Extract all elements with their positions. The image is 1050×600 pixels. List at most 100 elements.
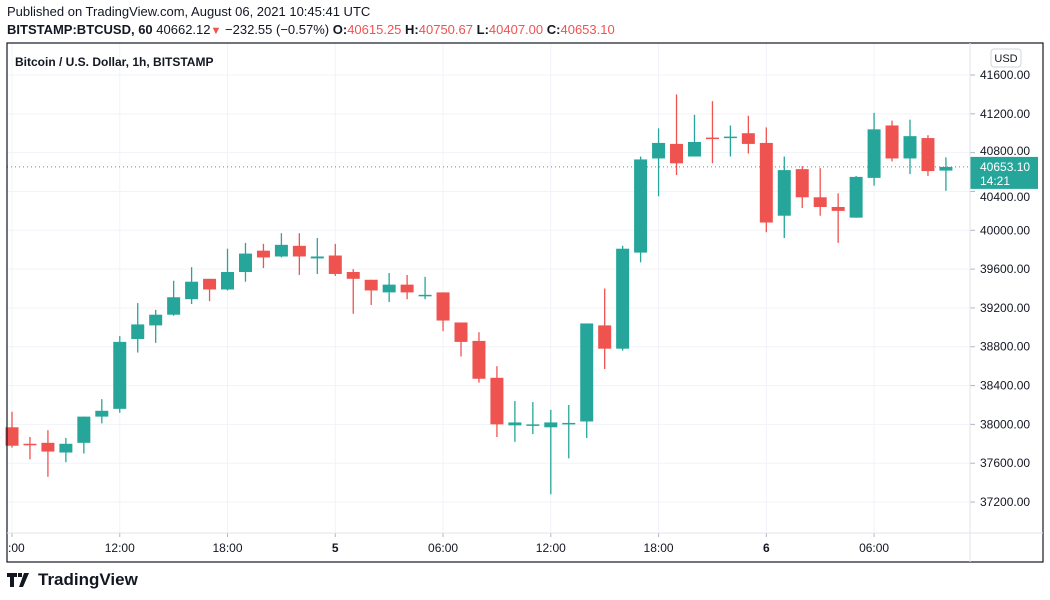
candle-body bbox=[813, 197, 827, 207]
candle-body bbox=[418, 294, 432, 297]
candle-body bbox=[652, 142, 666, 159]
candle bbox=[705, 101, 719, 164]
candle bbox=[849, 175, 863, 218]
symbol: BITSTAMP:BTCUSD, 60 bbox=[7, 22, 153, 37]
countdown-label: 14:21 bbox=[980, 174, 1010, 188]
candle-body bbox=[131, 324, 145, 339]
candle bbox=[939, 157, 953, 191]
time-tick-label: 12:00 bbox=[105, 541, 135, 555]
candle bbox=[238, 242, 252, 282]
candle-body bbox=[777, 170, 791, 216]
last-price-label: 40653.10 bbox=[980, 160, 1030, 174]
candle-body bbox=[310, 256, 324, 259]
candle bbox=[903, 119, 917, 174]
candle bbox=[149, 309, 163, 343]
candle bbox=[616, 245, 630, 351]
candle bbox=[221, 248, 235, 291]
candle bbox=[598, 288, 612, 370]
price-axis[interactable]: 41600.00 41200.00 40800.00 40400.00 40000.00… bbox=[970, 68, 1030, 509]
candle bbox=[23, 436, 37, 460]
candle-body bbox=[867, 129, 881, 178]
last-price-badge: 40653.10 14:21 bbox=[970, 156, 1038, 189]
low-value: 40407.00 bbox=[488, 22, 544, 37]
candle-body bbox=[670, 143, 684, 164]
candle-body bbox=[274, 244, 288, 257]
chart-frame bbox=[6, 42, 1044, 563]
candle-body bbox=[508, 422, 522, 426]
candle-body bbox=[616, 248, 630, 349]
candle bbox=[562, 404, 576, 459]
candle bbox=[364, 279, 378, 306]
candle-body bbox=[436, 292, 450, 321]
chart-title: Bitcoin / U.S. Dollar, 1h, BITSTAMP bbox=[15, 55, 213, 69]
candle-body bbox=[526, 424, 540, 426]
candle-body bbox=[95, 410, 109, 417]
price-tick-label: 37200.00 bbox=[980, 495, 1030, 509]
candle-body bbox=[759, 142, 773, 223]
candle bbox=[472, 332, 486, 383]
time-tick-label: 5 bbox=[332, 541, 339, 555]
candle-body bbox=[185, 281, 199, 300]
tradingview-logo[interactable]: TradingView bbox=[7, 570, 138, 590]
candle-body bbox=[77, 416, 91, 443]
candle bbox=[777, 156, 791, 239]
open-value: 40615.25 bbox=[347, 22, 402, 37]
candle-body bbox=[400, 284, 414, 293]
candle-body bbox=[562, 422, 576, 425]
candle-body bbox=[705, 137, 719, 140]
down-triangle-icon: ▼ bbox=[210, 25, 222, 37]
candle-body bbox=[831, 206, 845, 211]
price-tick-label: 38000.00 bbox=[980, 417, 1030, 431]
candle bbox=[795, 166, 809, 208]
price-change: −232.55 (−0.57%) bbox=[225, 22, 330, 37]
grid bbox=[7, 43, 970, 533]
candle-body bbox=[292, 245, 306, 257]
candle-body bbox=[328, 255, 342, 274]
candle bbox=[346, 269, 360, 314]
candle bbox=[670, 94, 684, 175]
candle-body bbox=[921, 138, 935, 172]
currency-label: USD bbox=[994, 53, 1017, 65]
tradingview-logo-icon bbox=[7, 573, 29, 587]
candle-body bbox=[598, 325, 612, 349]
time-axis[interactable]: :00 12:00 18:00 5 06:00 12:00 18:00 6 06:00 bbox=[8, 533, 889, 555]
price-tick-label: 41600.00 bbox=[980, 68, 1030, 82]
candle bbox=[831, 193, 845, 243]
candle bbox=[113, 336, 127, 413]
candle bbox=[256, 243, 270, 269]
candle bbox=[59, 437, 73, 463]
candle bbox=[167, 280, 181, 316]
candle bbox=[382, 272, 396, 303]
candle-body bbox=[634, 159, 648, 253]
candle-body bbox=[23, 443, 37, 446]
time-tick-label: 12:00 bbox=[536, 541, 566, 555]
candle bbox=[580, 323, 594, 438]
time-tick-label: 06:00 bbox=[428, 541, 458, 555]
time-tick-label: 06:00 bbox=[859, 541, 889, 555]
candle-body bbox=[5, 427, 19, 446]
candle-body bbox=[544, 422, 558, 428]
candle-body bbox=[346, 272, 360, 279]
candle-body bbox=[238, 253, 252, 273]
logo-text: TradingView bbox=[38, 570, 138, 589]
candle-body bbox=[167, 297, 181, 315]
candle-body bbox=[490, 377, 504, 425]
price-tick-label: 41200.00 bbox=[980, 107, 1030, 121]
candle bbox=[813, 168, 827, 216]
candle bbox=[185, 267, 199, 305]
candle-body bbox=[203, 278, 217, 290]
currency-button[interactable] bbox=[990, 48, 1022, 68]
candle bbox=[652, 128, 666, 197]
candle bbox=[41, 430, 55, 477]
candle bbox=[95, 399, 109, 424]
candle bbox=[292, 233, 306, 275]
candle bbox=[759, 127, 773, 233]
last-price: 40662.12 bbox=[156, 22, 211, 37]
candle bbox=[310, 238, 324, 274]
candle-body bbox=[939, 166, 953, 171]
candle bbox=[490, 366, 504, 437]
candle-body bbox=[903, 136, 917, 159]
candle bbox=[454, 322, 468, 357]
price-tick-label: 37600.00 bbox=[980, 456, 1030, 470]
